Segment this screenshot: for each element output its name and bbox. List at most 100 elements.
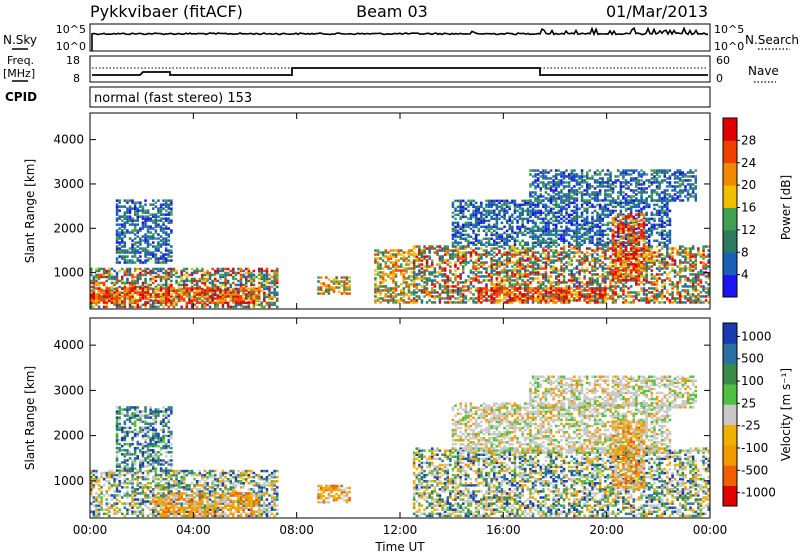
echo-cell <box>513 261 517 264</box>
echo-cell <box>431 259 434 262</box>
echo-cell <box>493 297 496 300</box>
echo-cell <box>118 209 121 212</box>
echo-cell <box>500 221 504 225</box>
echo-cell <box>407 301 411 304</box>
echo-cell <box>175 279 178 283</box>
echo-cell <box>208 281 212 285</box>
echo-cell <box>498 245 501 248</box>
echo-cell <box>606 203 610 207</box>
echo-cell <box>164 299 168 302</box>
echo-cell <box>580 267 584 270</box>
echo-cell <box>195 267 199 271</box>
echo-cell <box>115 213 119 216</box>
echo-cell <box>126 281 129 285</box>
echo-cell <box>601 217 604 221</box>
echo-cell <box>474 251 478 254</box>
echo-cell <box>503 247 506 250</box>
echo-cell <box>392 253 395 256</box>
echo-cell <box>433 289 437 292</box>
echo-cell <box>503 237 506 240</box>
echo-cell <box>239 297 243 300</box>
echo-cell <box>115 289 119 292</box>
echo-cell <box>206 293 209 297</box>
echo-cell <box>451 285 455 288</box>
echo-cell <box>503 293 506 296</box>
echo-cell <box>446 263 449 266</box>
echo-cell <box>671 263 674 266</box>
echo-cell <box>149 271 152 275</box>
echo-cell <box>521 263 524 266</box>
echo-cell <box>252 301 256 304</box>
echo-cell <box>157 305 160 309</box>
echo-cell <box>493 251 496 254</box>
echo-cell <box>139 291 142 294</box>
echo-cell <box>118 233 121 236</box>
echo-cell <box>425 277 429 280</box>
echo-cell <box>268 303 271 307</box>
echo-cell <box>141 281 145 285</box>
echo-cell <box>412 245 416 248</box>
echo-cell <box>144 281 147 285</box>
echo-cell <box>495 287 499 290</box>
echo-cell <box>542 237 545 240</box>
echo-cell <box>152 227 155 230</box>
echo-cell <box>702 261 705 264</box>
echo-cell <box>115 203 119 206</box>
echo-cell <box>260 301 263 305</box>
echo-cell <box>601 223 604 227</box>
echo-cell <box>136 241 139 244</box>
echo-cell <box>164 277 168 281</box>
echo-cell <box>113 301 116 304</box>
echo-cell <box>224 281 227 285</box>
echo-cell <box>524 289 527 292</box>
echo-cell <box>193 277 196 281</box>
echo-cell <box>495 247 499 250</box>
echo-cell <box>164 237 168 240</box>
echo-cell <box>405 257 408 260</box>
echo-cell <box>255 295 258 298</box>
echo-cell <box>446 259 449 262</box>
echo-cell <box>167 271 170 275</box>
echo-cell <box>164 271 168 275</box>
echo-cell <box>495 277 499 280</box>
echo-cell <box>247 267 251 271</box>
echo-cell <box>697 289 700 292</box>
echo-cell <box>211 297 214 300</box>
echo-cell <box>580 289 584 292</box>
echo-cell <box>518 287 522 290</box>
echo-cell <box>485 249 488 252</box>
echo-cell <box>681 267 685 270</box>
echo-cell <box>257 299 261 302</box>
echo-cell <box>201 289 204 292</box>
echo-region-1 <box>90 287 261 304</box>
echo-cell <box>379 275 382 278</box>
echo-cell <box>632 299 635 302</box>
echo-cell <box>601 239 604 242</box>
echo-cell <box>214 279 217 283</box>
echo-cell <box>534 245 537 248</box>
echo-cell <box>578 235 581 238</box>
echo-cell <box>604 263 607 266</box>
echo-cell <box>214 301 217 305</box>
echo-cell <box>493 267 496 270</box>
echo-cell <box>208 275 212 279</box>
echo-cell <box>245 297 248 300</box>
echo-cell <box>128 297 132 300</box>
echo-cell <box>242 287 245 290</box>
echo-cell <box>529 209 532 213</box>
echo-cell <box>105 285 108 289</box>
echo-cell <box>144 215 147 218</box>
echo-cell <box>108 293 111 297</box>
echo-cell <box>92 281 96 285</box>
echo-cell <box>495 213 499 217</box>
echo-cell <box>622 301 625 304</box>
nsearch-tick-top: 10^5 <box>714 23 744 36</box>
echo-cell <box>487 237 491 240</box>
echo-cell <box>152 305 155 309</box>
echo-cell <box>203 281 207 285</box>
echo-cell <box>451 201 455 205</box>
echo-cell <box>229 273 232 277</box>
echo-cell <box>412 289 416 292</box>
echo-cell <box>234 287 238 291</box>
echo-cell <box>604 297 607 300</box>
